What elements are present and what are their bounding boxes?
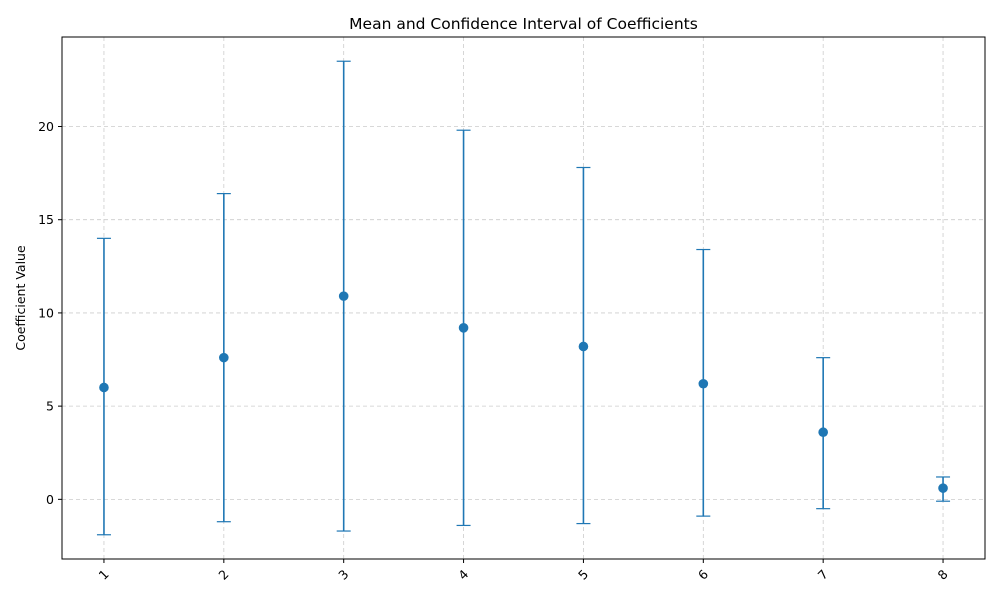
x-tick-label: 2 — [215, 567, 231, 583]
grid-layer — [62, 37, 985, 559]
mean-point — [458, 323, 469, 333]
x-tick-label: 6 — [695, 566, 711, 582]
mean-point — [938, 483, 948, 493]
x-tick-label: 8 — [935, 566, 951, 582]
y-axis-label: Coefficient Value — [13, 245, 28, 351]
y-tick-label: 5 — [46, 399, 54, 414]
x-tick-label: 7 — [815, 567, 831, 583]
mean-point — [99, 382, 109, 393]
mean-point — [578, 341, 589, 352]
x-tick-label: 3 — [335, 567, 351, 583]
mean-point — [818, 427, 828, 438]
plot-frame — [61, 36, 986, 560]
y-tick-label: 0 — [46, 492, 54, 507]
y-tick-label: 10 — [38, 305, 54, 320]
y-tick-label: 20 — [38, 119, 54, 134]
mean-point — [219, 352, 229, 363]
tick-layer: 0 5 10 15 20 1 2 3 4 5 6 7 8 — [38, 119, 951, 583]
chart-title: Mean and Confidence Interval of Coeffici… — [349, 15, 698, 33]
x-tick-label: 1 — [95, 567, 111, 583]
x-tick-label: 4 — [455, 566, 471, 582]
y-tick-label: 15 — [38, 212, 54, 227]
x-tick-label: 5 — [575, 567, 591, 583]
mean-point — [338, 291, 349, 301]
mean-point — [698, 378, 709, 389]
series-layer — [96, 60, 951, 536]
